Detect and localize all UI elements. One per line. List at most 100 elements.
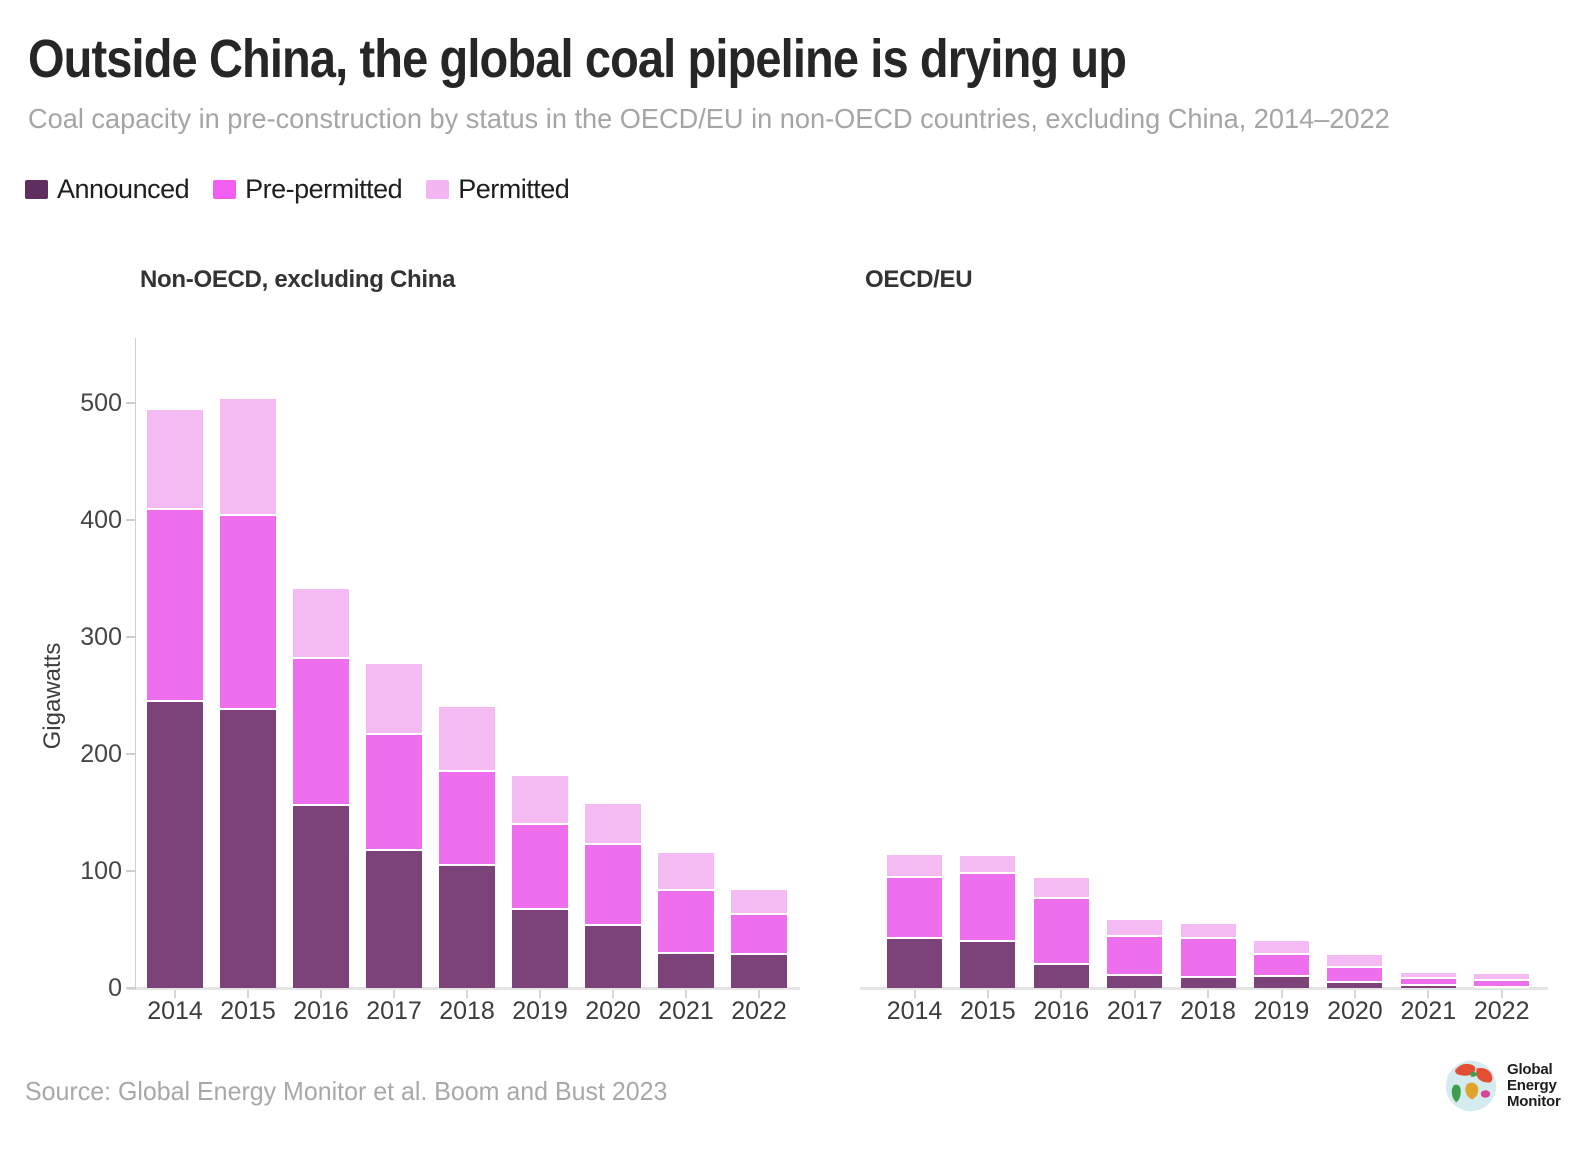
x-axis-line [860, 987, 1548, 990]
x-tick-mark [247, 990, 249, 998]
bar-2018-permitted[interactable] [439, 707, 495, 771]
x-tick-mark [986, 990, 989, 998]
y-tick-mark [126, 870, 135, 872]
bar-2016-permitted[interactable] [1033, 878, 1089, 897]
legend-swatch-announced [25, 180, 48, 199]
bar-2021-permitted[interactable] [1400, 972, 1456, 978]
bar-2015-announced[interactable] [220, 708, 276, 988]
x-tick-label: 2016 [293, 997, 349, 1025]
bar-2014-pre-permitted[interactable] [147, 508, 203, 701]
bar-2022-permitted[interactable] [731, 889, 787, 914]
y-tick-mark [126, 519, 135, 521]
bar-2016-pre-permitted[interactable] [1033, 896, 1089, 964]
x-tick-label: 2020 [1327, 997, 1383, 1025]
x-tick-mark [1207, 990, 1210, 998]
bar-2020-permitted[interactable] [1327, 955, 1383, 966]
legend-swatch-permitted [426, 180, 450, 199]
bar-2016-announced[interactable] [1033, 963, 1089, 988]
x-tick-label: 2016 [1033, 997, 1090, 1025]
x-tick-label: 2018 [439, 997, 495, 1025]
legend-label-pre-permitted: Pre-permitted [245, 174, 403, 204]
x-tick-mark [174, 990, 176, 998]
bar-2022-pre-permitted[interactable] [1474, 978, 1530, 986]
bar-2018-pre-permitted[interactable] [439, 770, 495, 864]
x-tick-label: 2014 [147, 997, 203, 1025]
bar-2022-permitted[interactable] [1474, 973, 1530, 979]
x-tick-label: 2020 [585, 997, 641, 1025]
bar-2018-announced[interactable] [1180, 976, 1236, 988]
bar-2019-announced[interactable] [512, 908, 568, 988]
x-tick-mark [466, 990, 468, 998]
bar-2020-announced[interactable] [585, 923, 641, 988]
bar-2018-announced[interactable] [439, 863, 495, 988]
bar-2019-pre-permitted[interactable] [512, 823, 568, 909]
bar-2022-announced[interactable] [1474, 985, 1530, 988]
bar-2017-announced[interactable] [366, 848, 422, 988]
x-tick-label: 2017 [1106, 997, 1163, 1025]
bar-2017-pre-permitted[interactable] [366, 732, 422, 849]
x-tick-label: 2022 [731, 997, 787, 1025]
y-tick-label: 100 [80, 857, 122, 885]
bar-2016-announced[interactable] [293, 804, 349, 988]
bar-2015-pre-permitted[interactable] [960, 872, 1016, 941]
x-tick-mark [1133, 990, 1136, 998]
bar-2015-announced[interactable] [960, 940, 1016, 988]
logo-line-1: Global [1507, 1061, 1553, 1078]
logo-line-3: Monitor [1507, 1093, 1561, 1110]
panel-title-non-oecd: Non-OECD, excluding China [140, 266, 456, 293]
legend-item-permitted: Permitted [426, 174, 570, 205]
bar-2017-permitted[interactable] [1107, 920, 1163, 936]
bar-2020-announced[interactable] [1327, 980, 1383, 988]
bar-2020-pre-permitted[interactable] [585, 842, 641, 924]
y-tick-mark [126, 402, 135, 404]
bar-2021-permitted[interactable] [658, 853, 714, 889]
y-tick-label: 400 [80, 506, 122, 534]
legend-swatch-pre-permitted [213, 180, 237, 199]
bar-2016-permitted[interactable] [293, 589, 349, 657]
x-tick-label: 2021 [658, 997, 714, 1025]
bar-2019-pre-permitted[interactable] [1254, 952, 1309, 976]
x-tick-mark [539, 990, 541, 998]
bar-2021-pre-permitted[interactable] [1400, 977, 1456, 985]
y-tick-mark [126, 753, 135, 755]
bar-2015-pre-permitted[interactable] [220, 514, 276, 709]
x-tick-mark [758, 990, 760, 998]
bar-2017-announced[interactable] [1107, 973, 1163, 988]
y-tick-label: 300 [80, 623, 122, 651]
y-tick-label: 0 [108, 974, 122, 1002]
chart-title-text: Outside China, the global coal pipeline … [28, 29, 1127, 89]
bar-2019-permitted[interactable] [1254, 941, 1309, 953]
bar-2015-permitted[interactable] [220, 399, 276, 515]
bar-2014-pre-permitted[interactable] [887, 875, 942, 937]
legend-item-pre-permitted: Pre-permitted [213, 174, 403, 205]
bar-2014-permitted[interactable] [147, 410, 203, 509]
bar-2017-permitted[interactable] [366, 663, 422, 733]
bar-2021-pre-permitted[interactable] [658, 888, 714, 952]
legend: Announced Pre-permitted Permitted [25, 174, 593, 205]
bar-2022-pre-permitted[interactable] [731, 913, 787, 953]
bar-2016-pre-permitted[interactable] [293, 656, 349, 805]
bar-2014-permitted[interactable] [887, 854, 942, 876]
bar-2014-announced[interactable] [147, 700, 203, 988]
logo-text: Global Energy Monitor [1507, 1062, 1561, 1110]
bar-2017-pre-permitted[interactable] [1107, 935, 1163, 974]
bar-2015-permitted[interactable] [960, 855, 1016, 873]
bar-2018-pre-permitted[interactable] [1180, 936, 1236, 977]
bar-2021-announced[interactable] [658, 951, 714, 988]
x-tick-mark [1500, 990, 1503, 998]
bar-2020-pre-permitted[interactable] [1327, 965, 1383, 981]
bar-2018-permitted[interactable] [1180, 923, 1236, 937]
bar-2022-announced[interactable] [731, 952, 787, 988]
x-tick-label: 2018 [1180, 997, 1236, 1025]
x-tick-mark [1353, 990, 1356, 998]
x-tick-mark [320, 990, 322, 998]
x-tick-label: 2021 [1400, 997, 1457, 1025]
x-axis-line [127, 987, 800, 990]
legend-label-permitted: Permitted [458, 174, 570, 204]
bar-2019-permitted[interactable] [512, 776, 568, 824]
legend-label-announced: Announced [57, 174, 190, 204]
bar-2019-announced[interactable] [1254, 975, 1309, 988]
bar-2014-announced[interactable] [887, 936, 942, 988]
bar-2020-permitted[interactable] [585, 804, 641, 843]
bar-2021-announced[interactable] [1400, 984, 1456, 988]
